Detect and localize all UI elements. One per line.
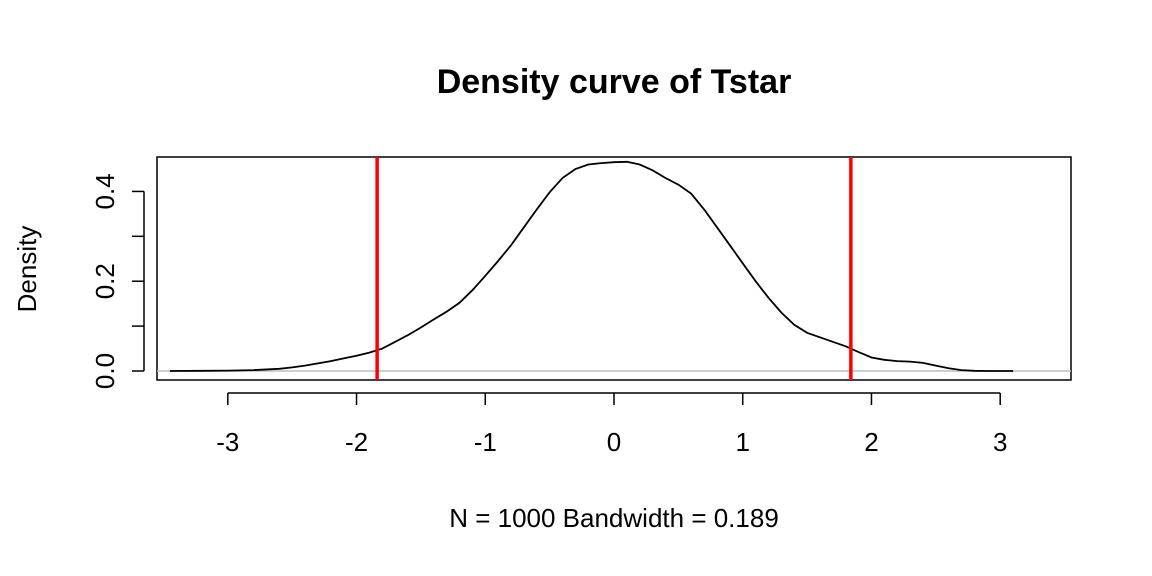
x-tick-label: -2 [345, 427, 368, 457]
chart-title: Density curve of Tstar [437, 63, 792, 101]
density-curve [169, 160, 1014, 372]
x-tick-label: 2 [864, 427, 878, 457]
plot-layer [157, 157, 1071, 380]
x-tick-label: -1 [474, 427, 497, 457]
x-tick-label: 1 [735, 427, 749, 457]
x-tick-label: 3 [993, 427, 1007, 457]
x-axis-label: N = 1000 Bandwidth = 0.189 [449, 503, 779, 533]
y-tick-label: 0.2 [90, 263, 120, 299]
y-tick-label: 0.0 [90, 353, 120, 389]
y-axis-label: Density [12, 226, 42, 313]
plot-frame [156, 156, 1072, 381]
x-tick-label: 0 [607, 427, 621, 457]
y-tick-label: 0.4 [90, 173, 120, 209]
x-tick-label: -3 [216, 427, 239, 457]
